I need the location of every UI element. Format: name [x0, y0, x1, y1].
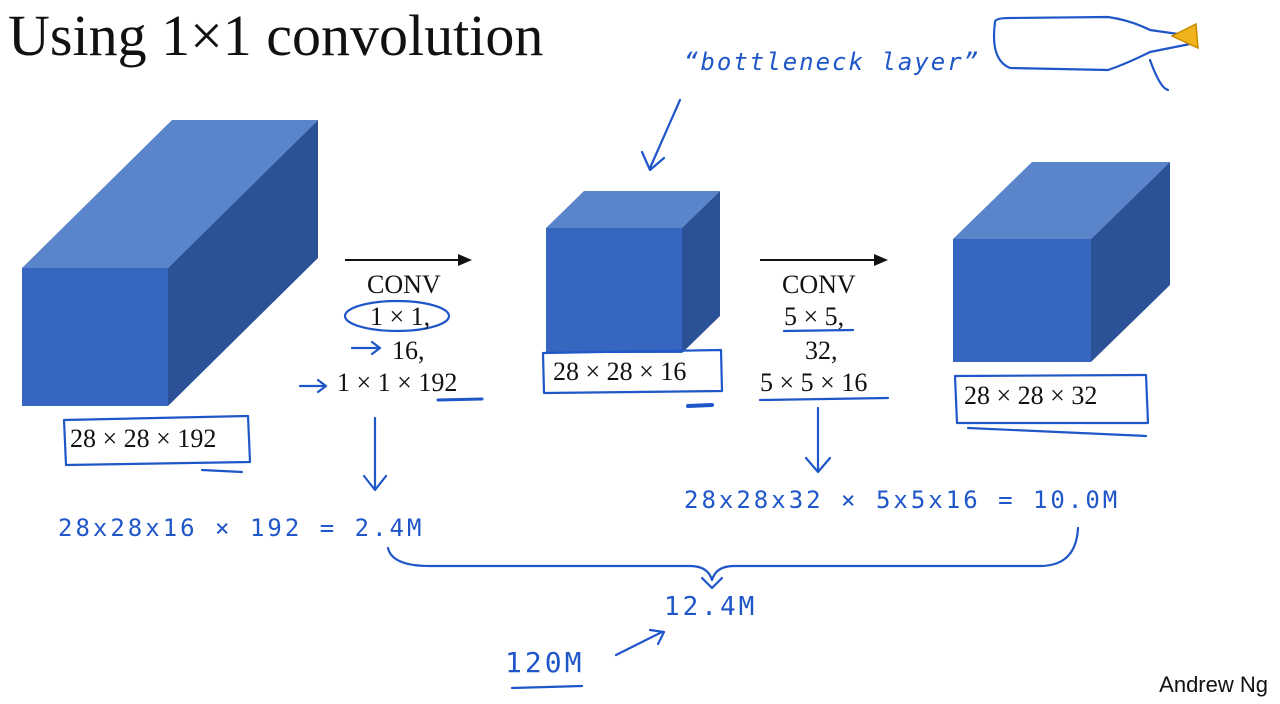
conv2-arrow [760, 254, 888, 266]
underline-5x5 [782, 328, 855, 333]
sum-brace-arrow [700, 576, 724, 590]
conv1-kernel-label: 1 × 1, [370, 302, 431, 331]
input-label-box [62, 414, 252, 467]
underline-16 [686, 403, 714, 408]
arrow-to-cost2 [804, 406, 832, 474]
underline-120m [510, 684, 584, 690]
underline-192 [200, 468, 244, 474]
input-volume-block [22, 120, 318, 406]
total-cost: 12.4M [664, 592, 758, 622]
output-label-box [953, 373, 1150, 425]
output-volume-label: 28 × 28 × 32 [964, 381, 1098, 410]
cost1-computation: 28x28x16 × 192 = 2.4M [58, 514, 425, 542]
bottleneck-volume-front-face [546, 228, 682, 353]
sum-brace [386, 526, 1080, 582]
output-volume-block [953, 162, 1170, 362]
conv2-kernel-label: 5 × 5, [784, 302, 845, 331]
bottleneck-volume-top-face [546, 191, 720, 228]
arrow-filter-shape [298, 378, 328, 394]
bottle-sketch [992, 15, 1194, 72]
input-volume-label: 28 × 28 × 192 [70, 424, 217, 453]
bottleneck-volume-side-face [682, 191, 720, 353]
conv1-arrow [345, 254, 472, 266]
underline-192-filter [436, 397, 484, 402]
bottleneck-label-box [541, 348, 724, 395]
conv1-op-label: CONV [367, 270, 441, 299]
bottle-cork-sketch [1170, 22, 1199, 50]
cost2-computation: 28x28x32 × 5x5x16 = 10.0M [684, 486, 1121, 514]
bottleneck-volume-block [546, 191, 720, 353]
output-volume-top-face [953, 162, 1170, 239]
arrow-16 [350, 340, 382, 356]
output-volume-front-face [953, 239, 1091, 362]
conv2-op-label: CONV [782, 270, 856, 299]
conv2-filters-label: 32, [805, 336, 838, 365]
circle-1x1 [343, 299, 451, 333]
bottle-neck-pointer [1148, 58, 1170, 92]
bottleneck-layer-note: “bottleneck layer” [684, 48, 981, 76]
bottleneck-volume-label: 28 × 28 × 16 [553, 357, 687, 386]
input-volume-front-face [22, 268, 168, 406]
bottleneck-pointer-arrow [640, 98, 682, 172]
compare-arrow [614, 628, 666, 657]
author-credit: Andrew Ng [1159, 672, 1268, 697]
output-volume-side-face [1091, 162, 1170, 362]
input-volume-top-face [22, 120, 318, 268]
underline-output [966, 426, 1148, 438]
conv1-filters-label: 16, [392, 336, 425, 365]
previous-cost: 120M [505, 646, 585, 679]
slide-title: Using 1×1 convolution [8, 3, 544, 68]
arrow-to-cost1 [362, 416, 388, 492]
underline-filter-shape [758, 396, 890, 402]
conv1-filter-shape-label: 1 × 1 × 192 [337, 368, 458, 397]
conv2-filter-shape-label: 5 × 5 × 16 [760, 368, 868, 397]
input-volume-side-face [168, 120, 318, 406]
